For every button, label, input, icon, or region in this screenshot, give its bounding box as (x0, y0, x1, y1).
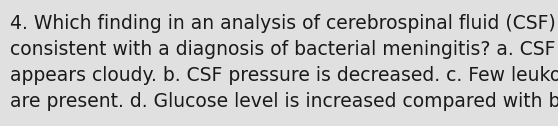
Text: consistent with a diagnosis of bacterial meningitis? a. CSF: consistent with a diagnosis of bacterial… (10, 40, 556, 59)
Text: are present. d. Glucose level is increased compared with blood: are present. d. Glucose level is increas… (10, 92, 558, 111)
Text: 4. Which finding in an analysis of cerebrospinal fluid (CSF) is: 4. Which finding in an analysis of cereb… (10, 14, 558, 33)
Text: appears cloudy. b. CSF pressure is decreased. c. Few leukocytes: appears cloudy. b. CSF pressure is decre… (10, 66, 558, 85)
